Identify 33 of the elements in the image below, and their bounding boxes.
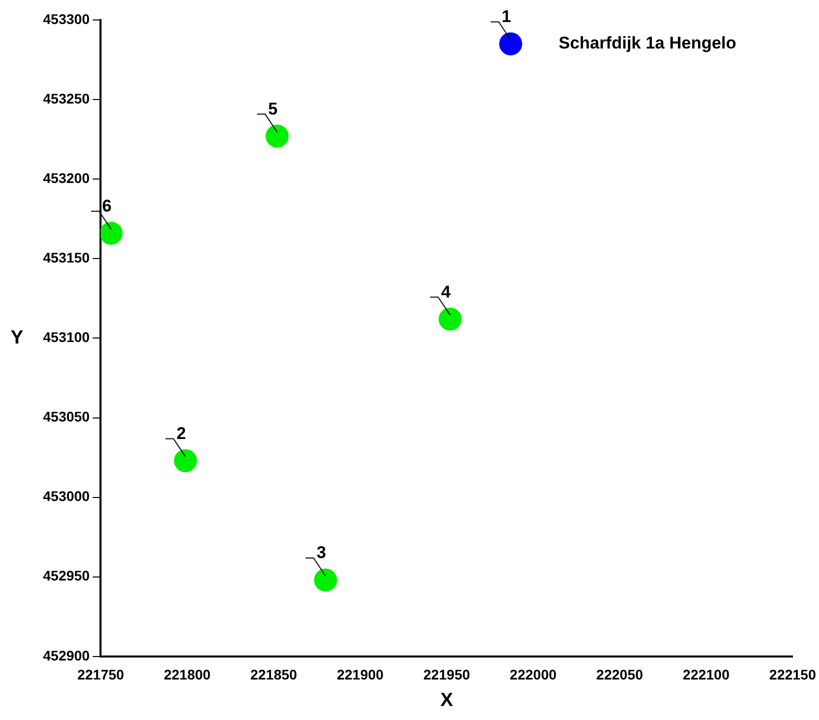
annotation: 6 [102, 196, 112, 216]
y-tick-label: 453000 [43, 488, 90, 504]
text: Scharfdijk 1a Hengelo [558, 34, 736, 53]
x-axis-title: X [440, 690, 454, 711]
y-tick-label: 453250 [43, 90, 90, 106]
point [174, 449, 197, 472]
x-tick-label: 221800 [164, 666, 211, 683]
y-tick-label: 453200 [43, 170, 90, 186]
annotation: 4 [441, 282, 452, 302]
x-tick-label: 221750 [77, 666, 124, 683]
x-tick-label: 221850 [250, 666, 298, 683]
y-axis-title: Y [10, 327, 24, 348]
y-tick-label: 453300 [43, 10, 90, 27]
y-tick-label: 452900 [43, 647, 90, 664]
annotation: 3 [316, 543, 326, 562]
y-tick-label: 453150 [43, 250, 90, 266]
y-tick-label: 453050 [43, 408, 90, 425]
x-tick-label: 222000 [510, 666, 557, 683]
x-tick-label: 222050 [596, 666, 644, 683]
point [438, 308, 462, 331]
x-tick-label: 221950 [423, 666, 470, 683]
annotation: 5 [268, 99, 278, 118]
x-tick-label: 222100 [682, 666, 730, 683]
point [314, 568, 338, 592]
point [100, 222, 123, 245]
point [499, 32, 522, 56]
annotation: 1 [502, 7, 512, 26]
x-tick-label: 221900 [336, 666, 384, 683]
x-tick-label: 222150 [769, 666, 816, 683]
y-tick-label: 453100 [43, 329, 90, 346]
point [266, 124, 289, 148]
annotation: 2 [176, 424, 186, 443]
y-tick-label: 452950 [43, 568, 90, 584]
